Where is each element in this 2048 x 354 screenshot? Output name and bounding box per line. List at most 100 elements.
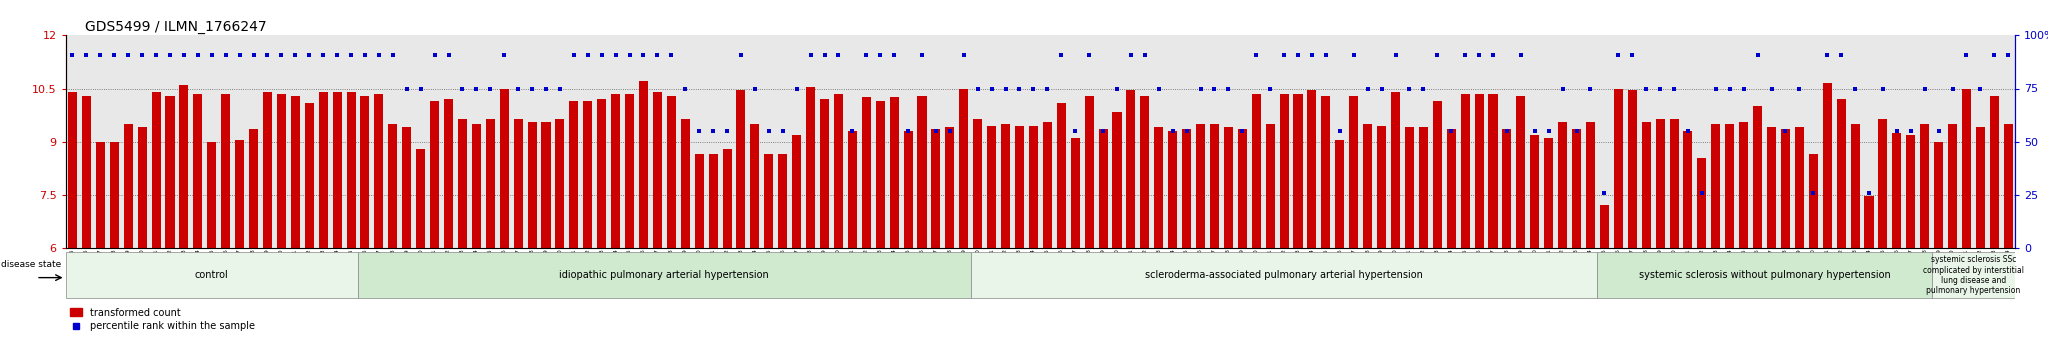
Point: [1602, 52, 1634, 57]
Bar: [1489, 94, 1497, 248]
Bar: [778, 154, 786, 248]
Bar: [1753, 106, 1761, 248]
Point: [1087, 128, 1120, 134]
Bar: [305, 103, 313, 248]
Point: [403, 86, 436, 91]
Point: [264, 52, 297, 57]
Bar: [541, 122, 551, 248]
Point: [1700, 86, 1733, 91]
Bar: [375, 94, 383, 248]
Point: [891, 128, 924, 134]
Point: [1393, 86, 1425, 91]
Bar: [958, 88, 969, 248]
Point: [1030, 86, 1063, 91]
Bar: [987, 126, 995, 248]
Bar: [1503, 129, 1511, 248]
Bar: [750, 124, 760, 248]
Point: [1073, 52, 1106, 57]
Bar: [1057, 103, 1065, 248]
Text: control: control: [195, 270, 229, 280]
Point: [627, 52, 659, 57]
Bar: [1655, 119, 1665, 248]
Bar: [1530, 135, 1540, 248]
Point: [1825, 52, 1858, 57]
Bar: [1698, 158, 1706, 248]
Bar: [610, 94, 621, 248]
Point: [293, 52, 326, 57]
Bar: [918, 96, 926, 248]
Bar: [1335, 140, 1343, 248]
Point: [1784, 86, 1817, 91]
Bar: [625, 94, 635, 248]
Point: [600, 52, 633, 57]
Bar: [848, 131, 856, 248]
Bar: [1907, 135, 1915, 248]
Bar: [1321, 96, 1331, 248]
Point: [113, 52, 145, 57]
Point: [1894, 128, 1927, 134]
Point: [961, 86, 993, 91]
Bar: [1878, 119, 1888, 248]
Bar: [1405, 127, 1413, 248]
Bar: [319, 92, 328, 248]
Point: [1366, 86, 1399, 91]
Bar: [1167, 131, 1178, 248]
Point: [530, 86, 563, 91]
Bar: [291, 96, 299, 248]
Point: [1253, 86, 1286, 91]
Point: [696, 128, 729, 134]
Point: [879, 52, 911, 57]
Bar: [358, 252, 971, 298]
Bar: [1446, 129, 1456, 248]
Bar: [807, 87, 815, 248]
Point: [1518, 128, 1550, 134]
Bar: [598, 99, 606, 248]
Point: [655, 52, 688, 57]
Point: [1671, 128, 1704, 134]
Bar: [1599, 205, 1610, 248]
Bar: [401, 127, 412, 248]
Point: [1282, 52, 1315, 57]
Point: [1337, 52, 1370, 57]
Point: [209, 52, 242, 57]
Bar: [819, 99, 829, 248]
Bar: [1931, 252, 2015, 298]
Bar: [1042, 122, 1053, 248]
Point: [1726, 86, 1759, 91]
Point: [1616, 52, 1649, 57]
Point: [1352, 86, 1384, 91]
Bar: [1933, 142, 1944, 248]
Bar: [1210, 124, 1219, 248]
Point: [348, 52, 381, 57]
Point: [809, 52, 842, 57]
Bar: [694, 154, 705, 248]
Point: [739, 86, 772, 91]
Point: [307, 52, 340, 57]
Point: [1378, 52, 1411, 57]
Bar: [360, 96, 369, 248]
Bar: [973, 119, 983, 248]
Bar: [1991, 96, 1999, 248]
Point: [1546, 86, 1579, 91]
Bar: [1001, 124, 1010, 248]
Point: [1645, 86, 1677, 91]
Bar: [1225, 127, 1233, 248]
Point: [795, 52, 827, 57]
Bar: [1683, 131, 1692, 248]
Point: [55, 52, 88, 57]
Bar: [569, 101, 578, 248]
Bar: [332, 92, 342, 248]
Point: [1993, 52, 2025, 57]
Bar: [723, 149, 731, 248]
Point: [1100, 86, 1133, 91]
Bar: [584, 101, 592, 248]
Bar: [653, 92, 662, 248]
Bar: [471, 124, 481, 248]
Bar: [971, 252, 1597, 298]
Point: [1268, 52, 1300, 57]
Bar: [946, 127, 954, 248]
Point: [1755, 86, 1788, 91]
Text: disease state: disease state: [2, 260, 61, 269]
Point: [1935, 86, 1968, 91]
Bar: [1391, 92, 1401, 248]
